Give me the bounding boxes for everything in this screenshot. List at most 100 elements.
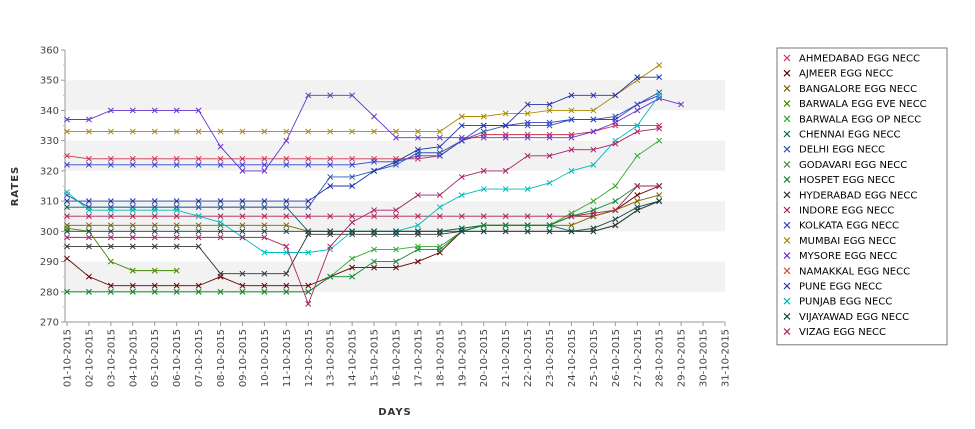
x-tick-label: 19-10-2015 bbox=[457, 329, 468, 387]
data-point bbox=[151, 234, 158, 241]
legend-marker bbox=[783, 267, 791, 275]
legend-marker bbox=[783, 252, 791, 260]
data-point bbox=[129, 155, 136, 162]
x-tick-label: 16-10-2015 bbox=[392, 329, 403, 387]
legend-entry: PUNE EGG NECC bbox=[799, 282, 882, 293]
data-point bbox=[217, 228, 224, 235]
data-point bbox=[261, 234, 268, 241]
data-point bbox=[64, 198, 70, 205]
data-point bbox=[239, 167, 246, 174]
data-point bbox=[502, 122, 509, 129]
data-point bbox=[458, 122, 465, 129]
x-tick-label: 01-10-2015 bbox=[63, 329, 74, 387]
data-point bbox=[173, 207, 180, 214]
data-point bbox=[436, 152, 443, 159]
data-point bbox=[261, 222, 268, 229]
y-tick-label: 270 bbox=[40, 318, 59, 329]
series bbox=[64, 74, 663, 205]
data-point bbox=[305, 249, 312, 256]
legend-entry: KOLKATA EGG NECC bbox=[799, 221, 899, 232]
data-point bbox=[173, 234, 180, 241]
data-point bbox=[85, 198, 92, 205]
data-point bbox=[349, 128, 356, 135]
data-point bbox=[656, 183, 663, 189]
data-point bbox=[107, 288, 114, 295]
legend-marker bbox=[783, 312, 791, 320]
data-point bbox=[283, 137, 290, 144]
data-point bbox=[612, 216, 619, 223]
legend-marker bbox=[783, 84, 791, 92]
legend-marker bbox=[783, 282, 791, 290]
data-point bbox=[195, 204, 202, 211]
data-point bbox=[305, 228, 312, 235]
series-layer bbox=[64, 62, 685, 307]
series-line bbox=[66, 91, 660, 208]
legend-entry: MYSORE EGG NECC bbox=[799, 251, 897, 262]
legend-marker bbox=[783, 130, 791, 138]
data-point bbox=[502, 110, 509, 117]
x-tick-label: 03-10-2015 bbox=[106, 329, 117, 387]
data-point bbox=[524, 228, 531, 235]
legend-marker bbox=[783, 191, 791, 199]
data-point bbox=[546, 152, 553, 159]
data-point bbox=[458, 228, 465, 235]
data-point bbox=[371, 228, 378, 235]
data-point bbox=[502, 167, 509, 174]
data-point bbox=[568, 116, 575, 123]
data-point bbox=[173, 107, 180, 114]
x-tick-label: 14-10-2015 bbox=[348, 329, 359, 387]
data-point bbox=[371, 113, 378, 120]
data-point bbox=[195, 222, 202, 229]
legend-marker bbox=[783, 328, 791, 336]
data-point bbox=[283, 270, 290, 277]
legend-marker bbox=[783, 297, 791, 305]
series-line bbox=[67, 76, 660, 202]
data-point bbox=[502, 213, 509, 220]
data-point bbox=[371, 246, 378, 253]
y-axis: 270 280 290 300 310 320 330 340 350 360 bbox=[40, 46, 65, 329]
y-tick-label: 360 bbox=[40, 46, 59, 57]
data-point bbox=[64, 213, 70, 220]
data-point bbox=[524, 101, 531, 108]
data-point bbox=[327, 228, 334, 235]
data-point bbox=[524, 152, 531, 159]
data-point bbox=[129, 213, 136, 220]
data-point bbox=[173, 243, 180, 250]
data-point bbox=[107, 243, 114, 250]
data-point bbox=[546, 222, 553, 229]
data-point bbox=[480, 186, 487, 192]
data-point bbox=[414, 128, 421, 135]
y-tick-label: 290 bbox=[40, 257, 59, 268]
data-point bbox=[327, 213, 334, 220]
series-line bbox=[66, 227, 177, 272]
data-point bbox=[107, 198, 114, 205]
data-point bbox=[327, 161, 334, 168]
data-point bbox=[173, 161, 180, 168]
data-point bbox=[502, 228, 509, 235]
data-point bbox=[107, 213, 114, 220]
data-point bbox=[239, 222, 246, 229]
data-point bbox=[239, 213, 246, 220]
data-point bbox=[480, 128, 487, 135]
data-point bbox=[634, 152, 641, 159]
data-point bbox=[151, 222, 158, 229]
data-point bbox=[524, 110, 531, 117]
data-point bbox=[436, 246, 443, 253]
legend-marker bbox=[783, 236, 791, 244]
x-tick-label: 29-10-2015 bbox=[677, 329, 688, 387]
legend-marker bbox=[783, 54, 791, 62]
x-tick-label: 04-10-2015 bbox=[128, 329, 139, 387]
data-point bbox=[85, 288, 92, 295]
data-point bbox=[239, 288, 246, 295]
data-point bbox=[129, 128, 136, 135]
x-tick-label: 26-10-2015 bbox=[611, 329, 622, 387]
data-point bbox=[612, 207, 619, 214]
data-point bbox=[371, 213, 378, 220]
data-point bbox=[261, 282, 268, 289]
data-point bbox=[173, 267, 180, 274]
data-point bbox=[349, 155, 356, 162]
y-tick-label: 300 bbox=[40, 227, 59, 238]
data-point bbox=[656, 74, 663, 81]
data-point bbox=[414, 258, 421, 265]
data-point bbox=[305, 161, 312, 168]
